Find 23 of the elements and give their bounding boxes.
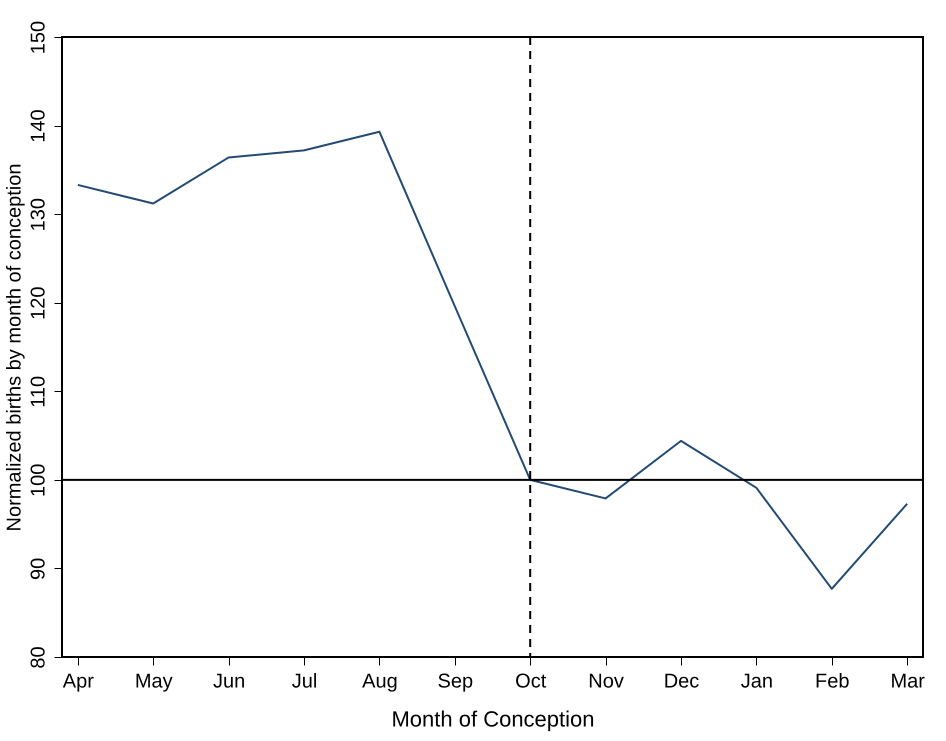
x-tick-label: Sep — [438, 670, 474, 692]
y-tick-label: 90 — [28, 558, 50, 580]
x-tick-label: Nov — [588, 670, 624, 692]
y-tick-label: 130 — [28, 198, 50, 232]
x-tick-label: May — [134, 670, 173, 692]
x-tick-label: Jun — [212, 670, 246, 692]
x-tick-label: Aug — [362, 670, 398, 692]
y-tick-label: 140 — [28, 109, 50, 143]
x-axis-title: Month of Conception — [391, 706, 595, 732]
x-tick-label: Apr — [62, 670, 94, 692]
line-series — [76, 130, 908, 590]
y-tick-label: 80 — [28, 646, 50, 669]
x-tick-label: Oct — [515, 670, 547, 692]
x-tick-label: Jul — [292, 670, 318, 692]
x-tick-label: Feb — [815, 670, 850, 692]
y-tick-label: 110 — [28, 376, 50, 408]
y-tick-label: 120 — [28, 286, 50, 320]
x-tick-label: Mar — [890, 670, 926, 692]
x-tick-label: Dec — [664, 670, 700, 692]
y-tick-label: 100 — [28, 464, 50, 498]
x-tick-label: Jan — [740, 670, 774, 692]
y-axis-title: Normalized births by month of conception — [4, 164, 26, 532]
y-tick-label: 150 — [28, 20, 50, 54]
